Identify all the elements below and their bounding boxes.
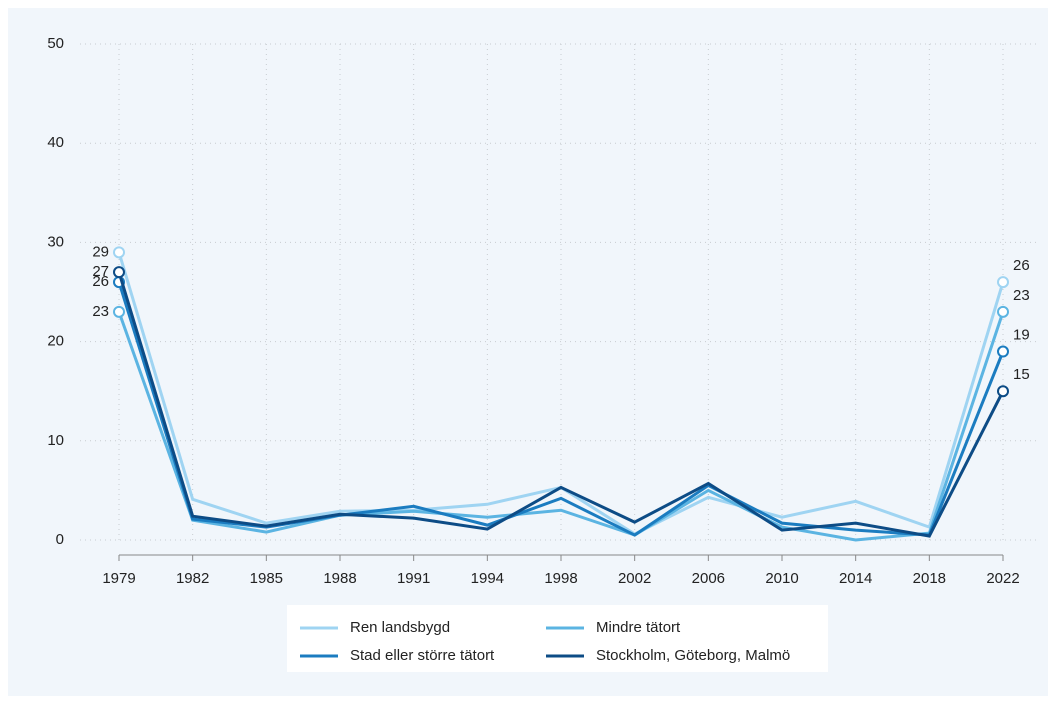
x-tick-label: 1991 [397,570,430,587]
y-tick-label: 40 [47,134,64,151]
end-marker [113,266,125,279]
data-label: 29 [92,243,109,260]
x-tick-label: 1988 [323,570,356,587]
data-label: 27 [92,263,109,280]
y-tick-label: 0 [56,531,64,548]
legend-label: Stad eller större tätort [350,647,495,664]
data-label: 19 [1013,326,1030,343]
x-tick-label: 1998 [544,570,577,587]
background [8,8,1048,696]
y-tick-label: 20 [47,333,64,350]
x-tick-label: 1994 [471,570,504,587]
end-marker [997,276,1009,289]
series-line [117,311,1005,542]
y-tick-label: 30 [47,233,64,250]
x-tick-label: 2010 [765,570,798,587]
y-tick-label: 50 [47,35,64,52]
x-tick-label: 2002 [618,570,651,587]
data-label: 23 [92,303,109,320]
x-tick-label: 1979 [102,570,135,587]
x-tick-label: 1985 [250,570,283,587]
end-marker [113,246,125,259]
series-line [117,271,1005,538]
x-tick-label: 2014 [839,570,872,587]
end-marker [997,385,1009,398]
legend-label: Stockholm, Göteborg, Malmö [596,647,790,664]
x-tick-label: 2006 [692,570,725,587]
data-label: 15 [1013,366,1030,383]
y-tick-label: 10 [47,432,64,449]
x-tick-label: 2022 [986,570,1019,587]
x-tick-label: 1982 [176,570,209,587]
end-marker [113,305,125,318]
data-label: 26 [92,273,109,290]
end-marker [997,345,1009,358]
legend-label: Ren landsbygd [350,619,450,636]
legend-box [287,605,828,672]
legend-label: Mindre tätort [596,619,681,636]
data-label: 26 [1013,257,1030,274]
x-tick-label: 2018 [913,570,946,587]
data-label: 23 [1013,287,1030,304]
end-marker [997,305,1009,318]
legend: Ren landsbygd Mindre tätort Stad eller stö… [287,605,828,672]
